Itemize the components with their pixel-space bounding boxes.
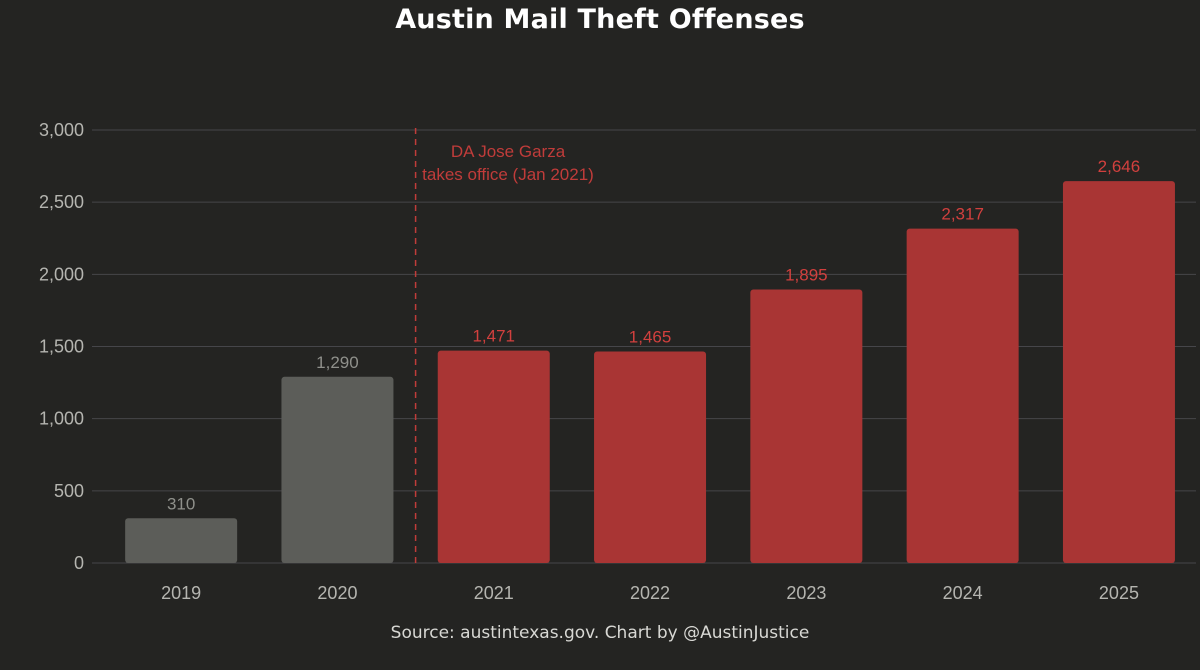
value-label-2023: 1,895 bbox=[785, 265, 828, 284]
y-tick-label: 500 bbox=[54, 481, 84, 501]
y-tick-label: 1,000 bbox=[39, 409, 84, 429]
bar-2023 bbox=[750, 289, 863, 563]
value-label-2020: 1,290 bbox=[316, 353, 359, 372]
bar-2024 bbox=[906, 228, 1019, 564]
value-label-2025: 2,646 bbox=[1098, 157, 1141, 176]
value-label-2022: 1,465 bbox=[629, 328, 672, 347]
bar-2020 bbox=[281, 376, 394, 563]
bar-2021 bbox=[437, 350, 550, 563]
value-label-2019: 310 bbox=[167, 494, 195, 513]
x-tick-label-2022: 2022 bbox=[630, 583, 670, 603]
bar-2025 bbox=[1062, 181, 1175, 563]
value-label-2024: 2,317 bbox=[941, 205, 984, 224]
source-caption: Source: austintexas.gov. Chart by @Austi… bbox=[390, 623, 810, 643]
x-axis-tick-labels: 2019 2020 2021 2022 2023 2024 2025 bbox=[161, 583, 1139, 603]
y-tick-label: 0 bbox=[74, 553, 84, 573]
y-tick-label: 3,000 bbox=[39, 120, 84, 140]
x-tick-label-2021: 2021 bbox=[474, 583, 514, 603]
x-tick-label-2019: 2019 bbox=[161, 583, 201, 603]
x-tick-label-2023: 2023 bbox=[786, 583, 826, 603]
value-label-2021: 1,471 bbox=[472, 327, 515, 346]
y-tick-label: 2,000 bbox=[39, 264, 84, 284]
bar-2022 bbox=[594, 351, 707, 563]
x-tick-label-2020: 2020 bbox=[317, 583, 357, 603]
y-tick-label: 1,500 bbox=[39, 337, 84, 357]
annotation-text: DA Jose Garza bbox=[451, 142, 566, 161]
x-tick-label-2024: 2024 bbox=[943, 583, 983, 603]
bar-2019 bbox=[125, 518, 238, 563]
bars bbox=[125, 181, 1175, 564]
chart-title: Austin Mail Theft Offenses bbox=[395, 4, 805, 35]
value-labels: 310 1,290 1,471 1,465 1,895 2,317 2,646 bbox=[167, 157, 1140, 513]
x-tick-label-2025: 2025 bbox=[1099, 583, 1139, 603]
annotation: DA Jose Garza takes office (Jan 2021) bbox=[414, 128, 594, 563]
y-axis-tick-labels: 0 500 1,000 1,500 2,000 2,500 3,000 bbox=[39, 120, 84, 573]
annotation-text: takes office (Jan 2021) bbox=[422, 165, 594, 184]
y-tick-label: 2,500 bbox=[39, 192, 84, 212]
